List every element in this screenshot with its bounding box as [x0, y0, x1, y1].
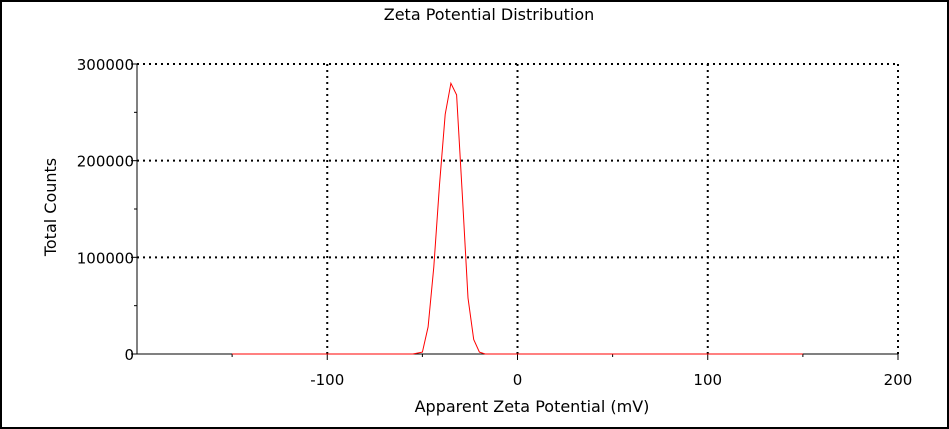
y-tick-label: 0 — [124, 346, 134, 364]
grid — [137, 63, 899, 354]
y-tick-label: 200000 — [77, 153, 134, 171]
x-tick-label: -100 — [310, 371, 344, 389]
x-axis-label: Apparent Zeta Potential (mV) — [415, 397, 650, 416]
y-tick-label: 300000 — [77, 56, 134, 74]
chart-title: Zeta Potential Distribution — [384, 5, 595, 24]
y-axis-label: Total Counts — [41, 158, 60, 257]
ticks: -100 0 100 200 0 100000 200000 300000 — [77, 56, 913, 389]
x-tick-label: 100 — [693, 371, 722, 389]
x-tick-label: 200 — [884, 371, 913, 389]
x-tick-label: 0 — [513, 371, 523, 389]
series-line — [232, 81, 803, 355]
y-tick-label: 100000 — [77, 249, 134, 267]
series — [232, 81, 803, 355]
